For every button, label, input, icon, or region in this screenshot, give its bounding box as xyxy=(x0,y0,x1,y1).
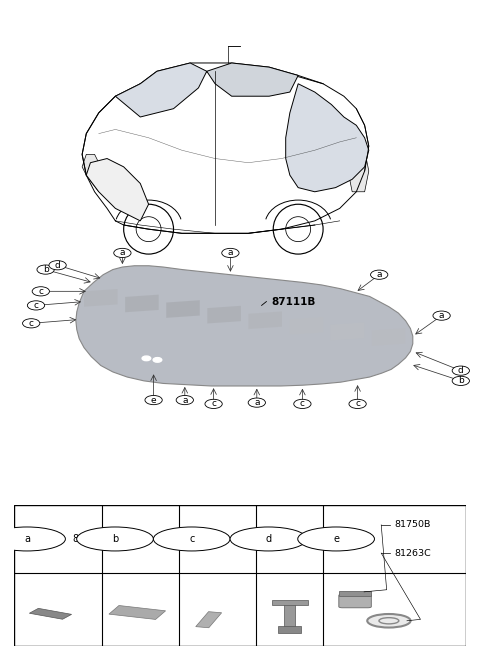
Polygon shape xyxy=(82,154,103,192)
Text: 81263C: 81263C xyxy=(395,548,432,558)
Text: c: c xyxy=(189,534,194,544)
Text: d: d xyxy=(55,260,60,270)
FancyBboxPatch shape xyxy=(339,591,371,596)
Circle shape xyxy=(205,400,222,409)
Text: c: c xyxy=(38,287,43,296)
Text: a: a xyxy=(24,534,30,544)
Text: 84712F: 84712F xyxy=(237,534,273,544)
Polygon shape xyxy=(76,266,413,386)
Bar xyxy=(278,626,301,634)
Circle shape xyxy=(114,249,131,258)
Circle shape xyxy=(371,270,388,279)
Bar xyxy=(109,605,166,619)
Circle shape xyxy=(142,356,151,361)
Circle shape xyxy=(452,366,469,375)
Bar xyxy=(29,608,72,619)
Circle shape xyxy=(32,287,49,296)
Circle shape xyxy=(0,527,65,551)
Circle shape xyxy=(433,311,450,320)
Circle shape xyxy=(222,249,239,258)
Text: b: b xyxy=(43,265,48,274)
Text: a: a xyxy=(228,249,233,257)
Polygon shape xyxy=(372,328,405,346)
Text: e: e xyxy=(151,396,156,405)
Circle shape xyxy=(248,398,265,407)
Polygon shape xyxy=(331,323,364,340)
Text: c: c xyxy=(300,400,305,409)
Circle shape xyxy=(23,319,40,328)
Polygon shape xyxy=(125,295,159,312)
Bar xyxy=(284,602,296,628)
Circle shape xyxy=(349,400,366,409)
Text: d: d xyxy=(265,534,272,544)
Text: c: c xyxy=(29,319,34,328)
Text: a: a xyxy=(254,398,260,407)
Circle shape xyxy=(27,301,45,310)
Bar xyxy=(196,611,222,628)
Text: 87113B: 87113B xyxy=(313,534,351,544)
Polygon shape xyxy=(286,84,369,192)
Polygon shape xyxy=(348,150,369,192)
Circle shape xyxy=(37,265,54,274)
Text: 86124D: 86124D xyxy=(72,534,110,544)
Polygon shape xyxy=(289,317,323,335)
Bar xyxy=(272,600,308,605)
FancyBboxPatch shape xyxy=(339,594,372,608)
Polygon shape xyxy=(84,289,118,306)
Polygon shape xyxy=(207,63,298,96)
Text: c: c xyxy=(355,400,360,409)
Polygon shape xyxy=(249,312,282,329)
Circle shape xyxy=(153,358,162,362)
Circle shape xyxy=(154,527,230,551)
Text: d: d xyxy=(458,366,464,375)
Text: c: c xyxy=(34,301,38,310)
Text: a: a xyxy=(376,270,382,279)
Polygon shape xyxy=(115,63,207,117)
Polygon shape xyxy=(207,306,241,323)
Circle shape xyxy=(294,400,311,409)
Circle shape xyxy=(452,377,469,386)
Polygon shape xyxy=(166,300,200,318)
Text: a: a xyxy=(439,311,444,320)
Text: 81750B: 81750B xyxy=(395,520,431,529)
Text: 87864: 87864 xyxy=(160,534,191,544)
Circle shape xyxy=(145,396,162,405)
Text: a: a xyxy=(182,396,188,405)
Circle shape xyxy=(77,527,154,551)
Circle shape xyxy=(230,527,307,551)
Text: b: b xyxy=(458,377,464,385)
Circle shape xyxy=(176,396,193,405)
Text: 87111B: 87111B xyxy=(271,297,315,306)
Circle shape xyxy=(367,614,410,628)
Polygon shape xyxy=(86,159,149,221)
Text: e: e xyxy=(333,534,339,544)
Text: a: a xyxy=(120,249,125,257)
Circle shape xyxy=(49,260,66,270)
Text: c: c xyxy=(211,400,216,409)
Text: b: b xyxy=(112,534,118,544)
Circle shape xyxy=(298,527,374,551)
